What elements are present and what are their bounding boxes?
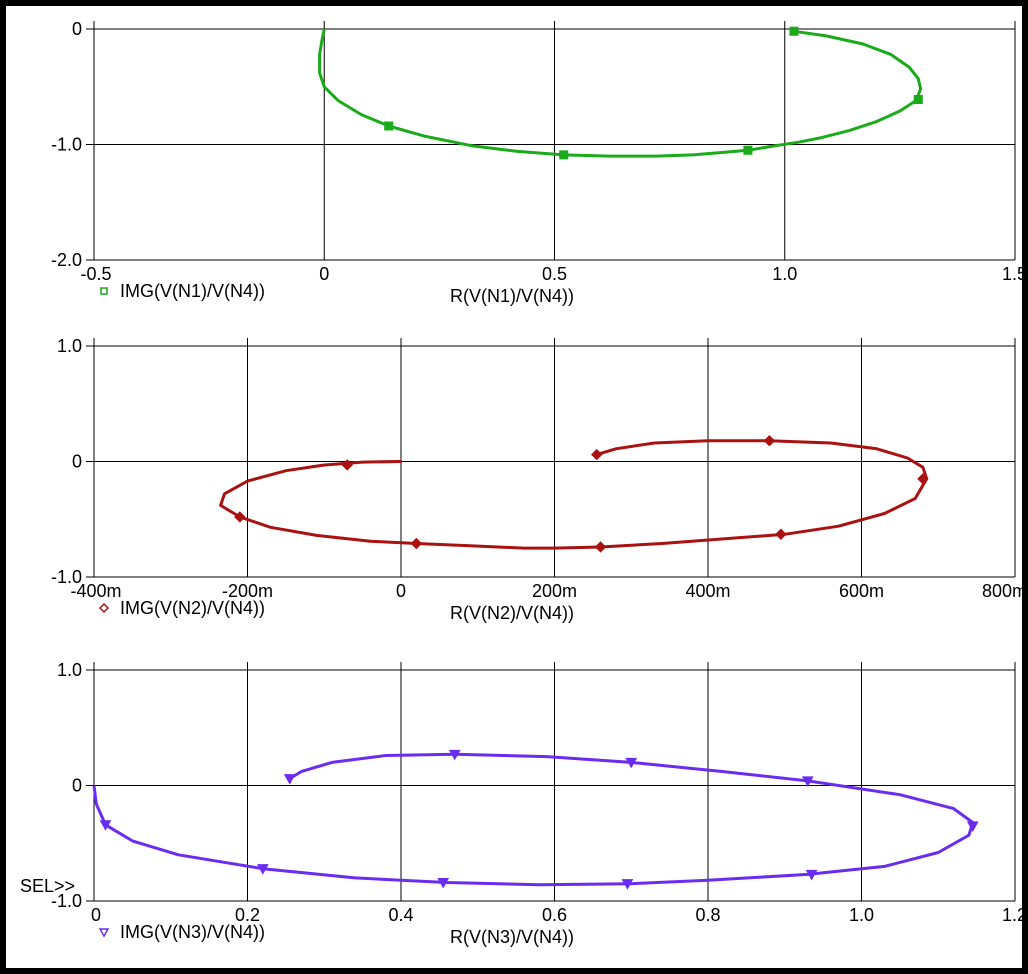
series-line bbox=[219, 439, 929, 550]
x-axis-label: R(V(N1)/V(N4)) bbox=[450, 286, 574, 306]
legend-marker bbox=[98, 928, 110, 938]
y-tick-label: 0 bbox=[72, 452, 82, 472]
data-point bbox=[621, 879, 634, 890]
series-line bbox=[318, 28, 923, 158]
y-tick-label: -1.0 bbox=[51, 135, 82, 155]
legend-marker bbox=[98, 602, 110, 614]
x-tick-label: 1.2 bbox=[1002, 905, 1027, 925]
plot-2-n2: -400m -200m 0 200m 400m 600m 800m 1.0 0 -1.0 R(V(N… bbox=[51, 336, 1027, 623]
data-point bbox=[805, 869, 818, 881]
plot-3-n3: 0 0.2 0.4 0.6 0.8 1.0 1.2 1.0 0 -1.0 R(V(N3)/V(N4)… bbox=[51, 660, 1027, 947]
x-tick-label: 1.5 bbox=[1002, 264, 1027, 284]
x-tick-label: 0 bbox=[91, 905, 101, 925]
selected-plot-marker: SEL>> bbox=[20, 876, 75, 896]
data-point bbox=[448, 749, 461, 761]
x-tick-label: 0 bbox=[396, 581, 406, 601]
data-point bbox=[410, 537, 423, 550]
x-tick-label: 600m bbox=[839, 581, 884, 601]
x-tick-label: 400m bbox=[685, 581, 730, 601]
y-tick-label: 0 bbox=[72, 19, 82, 39]
x-tick-label: -200m bbox=[222, 581, 273, 601]
data-point bbox=[789, 26, 799, 36]
plot-1-n1: -0.5 0 0.5 1.0 1.5 0 -1.0 -2.0 R(V(N1)/V(N4)) IMG… bbox=[51, 19, 1027, 306]
data-point bbox=[341, 459, 353, 471]
x-tick-label: 0.2 bbox=[235, 905, 260, 925]
legend-marker bbox=[100, 287, 108, 295]
legend-entry: IMG(V(N1)/V(N4)) bbox=[120, 281, 265, 301]
data-point bbox=[801, 776, 814, 787]
data-point bbox=[559, 150, 569, 160]
y-tick-label: -1.0 bbox=[51, 567, 82, 587]
y-tick-label: -1.0 bbox=[51, 891, 82, 911]
y-tick-label: -2.0 bbox=[51, 250, 82, 270]
data-point bbox=[99, 820, 112, 831]
series-line bbox=[92, 752, 975, 887]
data-point bbox=[763, 435, 776, 447]
data-point bbox=[917, 473, 929, 485]
x-tick-label: 0.4 bbox=[388, 905, 413, 925]
y-tick-label: 0 bbox=[72, 776, 82, 796]
legend-entry: IMG(V(N3)/V(N4)) bbox=[120, 922, 265, 942]
data-point bbox=[283, 774, 296, 785]
data-point bbox=[913, 94, 923, 104]
x-tick-label: -400m bbox=[70, 581, 121, 601]
x-tick-label: 0.5 bbox=[542, 264, 567, 284]
data-point bbox=[594, 541, 607, 553]
x-tick-label: 0 bbox=[319, 264, 329, 284]
data-point bbox=[743, 145, 753, 155]
x-axis-label: R(V(N3)/V(N4)) bbox=[450, 927, 574, 947]
x-tick-label: 0.8 bbox=[695, 905, 720, 925]
y-tick-label: 1.0 bbox=[57, 336, 82, 356]
data-point bbox=[966, 821, 979, 832]
x-tick-label: 0.6 bbox=[542, 905, 567, 925]
data-point bbox=[437, 878, 450, 889]
x-axis-label: R(V(N2)/V(N4)) bbox=[450, 603, 574, 623]
data-point bbox=[591, 448, 603, 461]
data-point bbox=[257, 864, 269, 875]
data-point bbox=[625, 757, 638, 769]
x-tick-label: 200m bbox=[532, 581, 577, 601]
y-tick-label: 1.0 bbox=[57, 660, 82, 680]
x-tick-label: 1.0 bbox=[849, 905, 874, 925]
data-point bbox=[775, 528, 787, 540]
x-tick-label: -0.5 bbox=[80, 264, 111, 284]
data-point bbox=[234, 511, 246, 523]
data-point bbox=[384, 121, 394, 131]
x-tick-label: 1.0 bbox=[772, 264, 797, 284]
legend-entry: IMG(V(N2)/V(N4)) bbox=[120, 598, 265, 618]
x-tick-label: 800m bbox=[982, 581, 1027, 601]
